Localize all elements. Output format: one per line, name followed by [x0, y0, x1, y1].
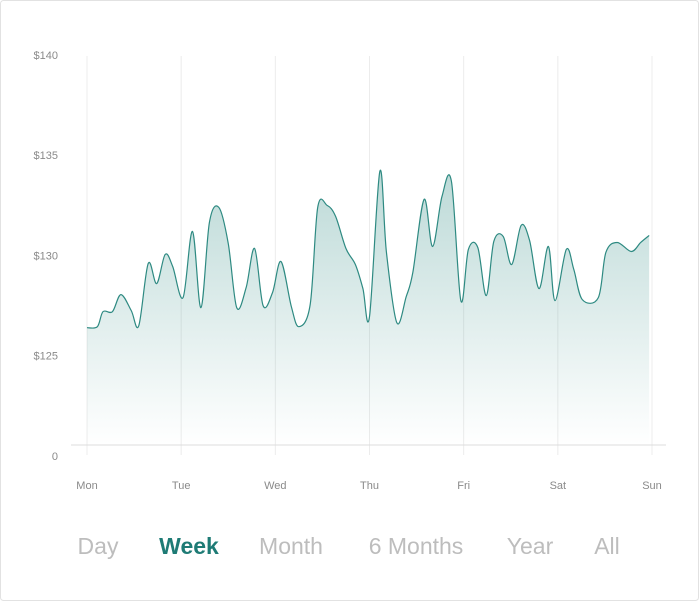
x-tick-label: Wed	[264, 480, 286, 492]
tab[interactable]: 6 Months	[369, 533, 464, 559]
tab[interactable]: Year	[507, 533, 554, 559]
tab[interactable]: All	[594, 533, 620, 559]
y-tick-label: $125	[34, 351, 58, 363]
x-tick-label: Sat	[550, 480, 567, 492]
y-tick-label: $135	[34, 150, 58, 162]
x-tick-label: Tue	[172, 480, 191, 492]
area	[87, 170, 650, 446]
x-tick-label: Sun	[642, 480, 662, 492]
x-tick-label: Thu	[360, 480, 379, 492]
line	[86, 169, 650, 329]
y-tick-label: 0	[52, 451, 58, 463]
tab[interactable]: Month	[259, 533, 323, 559]
x-tick-label: Mon	[76, 480, 97, 492]
x-tick-label: Fri	[457, 480, 470, 492]
y-tick-label: $130	[34, 250, 58, 262]
tab[interactable]: Week	[159, 533, 219, 559]
tab[interactable]: Day	[78, 533, 119, 559]
y-tick-label: $140	[34, 50, 58, 62]
